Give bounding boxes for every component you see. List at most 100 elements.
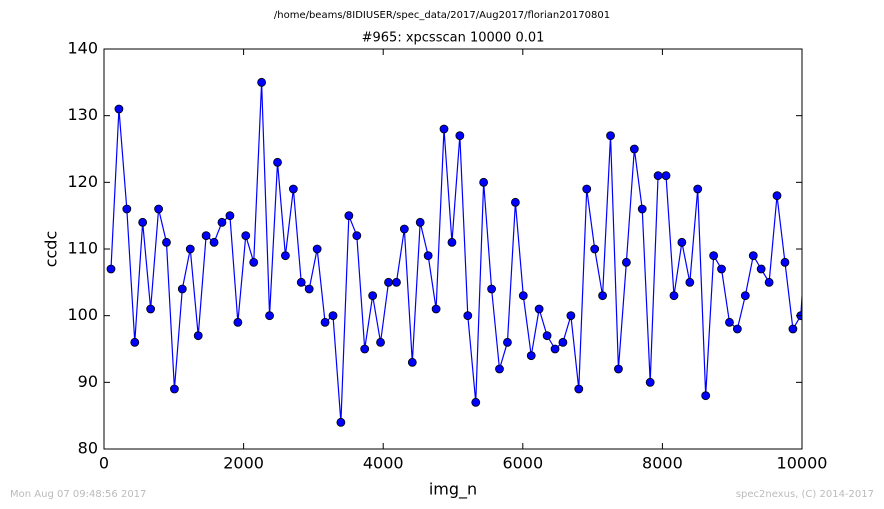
data-point (788, 324, 798, 334)
data-point (685, 277, 695, 287)
chart-title: /home/beams/8IDIUSER/spec_data/2017/Aug2… (274, 10, 610, 21)
data-point (193, 331, 203, 341)
y-axis-label: ccdc (42, 231, 61, 268)
data-point (487, 284, 496, 294)
data-point (146, 304, 156, 314)
data-point (764, 277, 774, 287)
data-point (740, 291, 750, 301)
data-point (130, 337, 140, 347)
data-point (598, 291, 607, 301)
y-tick-label: 100 (67, 305, 98, 324)
data-point (566, 311, 576, 321)
data-point (162, 237, 171, 247)
y-tick-label: 110 (67, 239, 98, 258)
data-point (455, 131, 465, 141)
data-point (526, 351, 536, 361)
data-point (805, 185, 813, 193)
data-point (249, 257, 259, 267)
data-point (661, 171, 671, 181)
data-point (241, 231, 251, 241)
data-point (225, 211, 235, 221)
data-point (558, 337, 568, 347)
data-point (717, 264, 726, 274)
data-point (590, 244, 600, 254)
plot-area (106, 77, 813, 427)
data-point (281, 251, 290, 261)
y-tick-label: 130 (67, 105, 98, 124)
data-point (217, 217, 227, 227)
data-point (138, 217, 148, 227)
plot-frame (103, 48, 803, 450)
data-point (645, 377, 655, 387)
data-point (177, 284, 187, 294)
data-point (257, 77, 267, 87)
data-point (503, 337, 512, 347)
data-point (288, 184, 298, 194)
data-point (677, 237, 687, 247)
x-tick-label: 2000 (223, 454, 264, 473)
x-axis-label: img_n (429, 480, 477, 500)
data-point (233, 317, 243, 327)
data-point (669, 291, 679, 301)
data-point (154, 204, 163, 214)
data-point (265, 311, 274, 321)
data-point (376, 337, 385, 347)
data-point (542, 331, 552, 341)
data-point (653, 171, 663, 181)
data-point (463, 311, 473, 321)
data-point (399, 224, 409, 234)
data-point (201, 231, 211, 241)
data-point (415, 217, 425, 227)
data-point (384, 277, 393, 287)
data-point (621, 257, 631, 267)
data-point (431, 304, 441, 314)
data-point (709, 251, 719, 261)
x-tick-label: 6000 (502, 454, 543, 473)
credit: spec2nexus, (C) 2014-2017 (736, 489, 874, 500)
data-point (780, 257, 790, 267)
data-point (693, 184, 703, 194)
data-point (447, 237, 457, 247)
data-point (296, 277, 306, 287)
y-tick-label: 140 (67, 39, 98, 58)
data-point (701, 391, 711, 401)
x-tick-label: 10000 (777, 454, 828, 473)
y-tick-label: 90 (78, 372, 98, 391)
data-point (114, 104, 124, 114)
x-tick-label: 0 (99, 454, 109, 473)
data-point (328, 311, 338, 321)
data-point (756, 264, 766, 274)
data-point (732, 324, 742, 334)
data-point (423, 251, 433, 261)
y-tick-label: 80 (78, 439, 98, 458)
chart-subtitle: #965: xpcsscan 10000 0.01 (362, 31, 545, 46)
data-point (479, 177, 489, 187)
data-point (304, 284, 314, 294)
data-point (368, 291, 378, 301)
data-point (518, 291, 528, 301)
data-point (360, 344, 370, 354)
data-point (637, 204, 647, 214)
data-point (574, 384, 584, 394)
data-point (772, 191, 782, 201)
data-point (106, 264, 116, 274)
data-point (320, 317, 330, 327)
data-point (582, 184, 592, 194)
data-point (336, 417, 346, 427)
data-point (748, 251, 758, 261)
data-point (439, 124, 449, 134)
data-point (209, 237, 219, 247)
y-tick-label: 120 (67, 172, 98, 191)
timestamp: Mon Aug 07 09:48:56 2017 (10, 489, 146, 500)
data-point (312, 244, 322, 254)
data-point (550, 344, 560, 354)
data-point (352, 231, 362, 241)
data-point (273, 157, 282, 167)
x-tick-label: 8000 (642, 454, 683, 473)
data-point (170, 384, 179, 394)
data-point (122, 204, 132, 214)
data-point (471, 397, 481, 407)
data-point (629, 144, 639, 154)
data-point (511, 197, 520, 207)
